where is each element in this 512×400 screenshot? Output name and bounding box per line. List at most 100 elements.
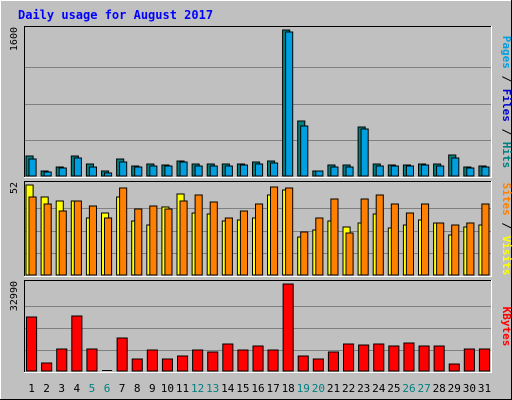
bar-files-day-3 xyxy=(58,167,67,177)
legend-bottom: KBytes xyxy=(500,307,512,347)
bar-sites-day-16 xyxy=(255,203,264,276)
bar-sites-day-25 xyxy=(390,203,399,276)
legend-item-files: Files xyxy=(500,89,512,122)
chart-panels: 1600 52 32990 xyxy=(9,26,492,373)
bar-kbytes-day-23 xyxy=(358,344,370,372)
x-tick-label: 15 xyxy=(236,382,249,395)
bar-kbytes-day-26 xyxy=(403,342,415,372)
chart-legends: Pages / Files / Hits Sites / Visits KBytes xyxy=(500,36,512,347)
bar-files-day-20 xyxy=(315,170,324,177)
bar-kbytes-day-3 xyxy=(56,348,68,372)
bar-files-day-8 xyxy=(134,166,143,177)
legend-item-visits: Visits xyxy=(500,236,512,276)
x-tick-label: 11 xyxy=(176,382,189,395)
x-tick-label: 29 xyxy=(448,382,461,395)
bar-kbytes-day-31 xyxy=(478,348,490,372)
panel-middle: 52 xyxy=(9,181,492,277)
x-axis-labels: 1 2 3 4 5 6 7 8 9 10 11 12 13 14 15 16 17 18 19 20 21 22 23 24 2… xyxy=(28,382,491,395)
bar-kbytes-day-28 xyxy=(433,345,445,372)
bar-kbytes-day-30 xyxy=(463,348,475,372)
x-tick-label: 28 xyxy=(433,382,446,395)
bar-kbytes-day-5 xyxy=(86,348,98,372)
x-tick-label: 16 xyxy=(251,382,264,395)
x-tick-label: 2 xyxy=(43,382,50,395)
bar-files-day-15 xyxy=(239,164,248,177)
x-tick-label: 22 xyxy=(342,382,355,395)
bar-sites-day-13 xyxy=(209,201,218,276)
bar-kbytes-day-11 xyxy=(177,355,189,372)
bar-kbytes-day-7 xyxy=(116,337,128,372)
bar-files-day-6 xyxy=(104,172,113,177)
bar-kbytes-day-1 xyxy=(26,316,38,372)
bar-files-day-1 xyxy=(28,158,37,177)
bar-kbytes-day-24 xyxy=(373,343,385,372)
bar-files-day-17 xyxy=(270,162,279,177)
bar-files-day-31 xyxy=(481,166,490,177)
y-max-label-bottom: 32990 xyxy=(9,281,20,311)
x-tick-label: 20 xyxy=(312,382,325,395)
bar-kbytes-day-25 xyxy=(388,345,400,372)
bar-files-day-7 xyxy=(119,161,128,177)
x-tick-label: 14 xyxy=(221,382,235,395)
bar-sites-day-14 xyxy=(224,217,233,276)
bar-files-day-22 xyxy=(345,166,354,177)
x-tick-label: 17 xyxy=(266,382,279,395)
bar-files-day-30 xyxy=(466,167,475,177)
bar-files-day-19 xyxy=(300,125,309,177)
bar-sites-day-11 xyxy=(179,200,188,276)
bar-kbytes-day-29 xyxy=(448,363,460,372)
x-tick-label: 1 xyxy=(28,382,35,395)
bar-sites-day-22 xyxy=(345,232,354,276)
bar-files-day-2 xyxy=(43,171,52,177)
bar-files-day-13 xyxy=(209,165,218,177)
bar-kbytes-day-14 xyxy=(222,343,234,372)
legend-item-kbytes: KBytes xyxy=(500,307,512,347)
bar-files-day-5 xyxy=(88,166,98,177)
bar-sites-day-1 xyxy=(28,196,37,276)
bar-files-day-25 xyxy=(390,165,399,177)
bar-sites-day-6 xyxy=(104,217,113,276)
legend-separator: / xyxy=(500,122,512,142)
bar-files-day-14 xyxy=(224,165,233,177)
bar-sites-day-19 xyxy=(300,231,309,276)
x-tick-label: 18 xyxy=(282,382,295,395)
panel-top: 1600 xyxy=(9,26,492,178)
x-tick-label: 5 xyxy=(89,382,96,395)
x-tick-label: 8 xyxy=(134,382,141,395)
bar-kbytes-day-6 xyxy=(102,370,113,371)
y-max-label-middle: 52 xyxy=(9,182,20,194)
bar-files-day-23 xyxy=(360,128,369,177)
x-tick-label: 21 xyxy=(327,382,340,395)
bar-sites-day-10 xyxy=(164,208,173,276)
bar-sites-day-8 xyxy=(134,208,143,276)
bar-kbytes-day-22 xyxy=(343,343,355,372)
legend-item-sites: Sites xyxy=(500,183,512,216)
bar-sites-day-4 xyxy=(73,200,82,276)
bar-files-day-29 xyxy=(451,157,460,177)
x-tick-label: 6 xyxy=(104,382,111,395)
x-tick-label: 3 xyxy=(58,382,65,395)
bar-sites-day-28 xyxy=(436,222,445,276)
bar-sites-day-9 xyxy=(149,205,158,276)
x-tick-label: 26 xyxy=(402,382,415,395)
bar-kbytes-day-16 xyxy=(252,345,264,372)
bar-sites-day-20 xyxy=(315,217,324,276)
x-tick-label: 30 xyxy=(463,382,476,395)
bar-kbytes-day-15 xyxy=(237,349,249,372)
bar-sites-day-5 xyxy=(88,205,98,276)
bar-sites-day-17 xyxy=(270,186,279,276)
bar-kbytes-day-17 xyxy=(267,349,279,372)
bar-files-day-12 xyxy=(194,165,203,177)
x-tick-label: 12 xyxy=(191,382,204,395)
bar-kbytes-day-4 xyxy=(71,315,83,372)
bar-files-day-16 xyxy=(255,163,264,177)
x-tick-label: 27 xyxy=(417,382,430,395)
bar-sites-day-21 xyxy=(330,198,339,276)
bar-files-day-9 xyxy=(149,165,158,177)
bar-files-day-11 xyxy=(179,161,188,177)
legend-middle: Sites / Visits xyxy=(500,183,512,276)
bar-kbytes-day-2 xyxy=(41,362,53,372)
bar-kbytes-day-21 xyxy=(327,351,339,372)
bar-sites-day-12 xyxy=(194,194,203,276)
bar-files-day-28 xyxy=(436,165,445,177)
